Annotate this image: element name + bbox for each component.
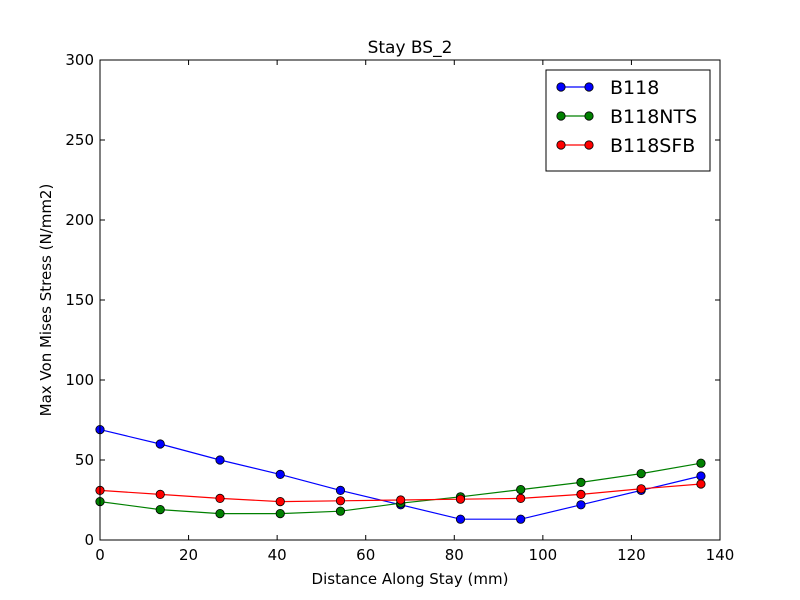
data-point-b118sfb [275,496,285,507]
data-point-b118nts [516,484,526,495]
data-point-b118nts [155,504,165,515]
data-point-b118sfb [576,489,586,499]
x-tick-label: 80 [445,546,464,564]
data-point-b118sfb [516,493,526,503]
x-tick-label: 0 [95,546,105,564]
legend: B118 B118NTS B118SFB [545,69,711,172]
data-point-b118 [215,455,225,465]
data-point-b118 [335,485,346,495]
data-point-b118 [155,439,165,449]
y-tick-label: 300 [65,51,94,69]
data-point-b118 [576,500,586,510]
y-tick-label: 50 [75,451,94,469]
y-tick-label: 100 [65,371,94,389]
data-point-b118sfb [396,495,406,505]
y-tick-label: 150 [65,291,94,309]
data-point-b118nts [636,468,646,479]
legend-label-b118sfb: B118SFB [610,135,695,157]
chart-title: Stay BS_2 [368,38,453,58]
x-tick-label: 140 [706,546,735,564]
legend-marker-b118 [556,82,566,92]
legend-marker-b118sfb [584,140,594,150]
x-tick-label: 40 [268,546,287,564]
data-point-b118nts [275,508,285,519]
legend-marker-b118sfb [556,140,566,150]
data-point-b118nts [335,506,346,516]
data-point-b118sfb [696,479,706,489]
data-point-b118nts [696,458,706,468]
legend-label-b118: B118 [610,77,659,99]
x-tick-label: 20 [179,546,198,564]
legend-marker-b118 [584,82,594,92]
y-tick-label: 0 [84,531,94,549]
data-point-b118sfb [636,484,646,494]
legend-marker-b118nts [556,111,566,121]
data-point-b118nts [576,477,586,487]
data-point-b118nts [215,508,225,519]
y-tick-label: 200 [65,211,94,229]
data-point-b118 [275,469,285,479]
data-point-b118sfb [155,489,165,499]
y-axis-label: Max Von Mises Stress (N/mm2) [37,184,55,417]
x-axis-label: Distance Along Stay (mm) [312,570,509,588]
legend-label-b118nts: B118NTS [610,106,697,128]
data-point-b118sfb [455,494,466,504]
data-point-b118 [455,514,466,524]
plot-frame [99,59,721,541]
x-tick-label: 60 [356,546,375,564]
data-point-b118 [696,471,706,481]
plot-area: 0 20 40 60 80 100 120 140 0 50 100 150 200 250 300 [65,51,734,564]
data-point-b118 [516,514,526,524]
data-point-b118sfb [335,496,346,506]
x-tick-label: 100 [529,546,558,564]
data-point-b118sfb [215,493,225,503]
x-tick-label: 120 [617,546,646,564]
y-tick-label: 250 [65,131,94,149]
legend-marker-b118nts [584,111,594,121]
